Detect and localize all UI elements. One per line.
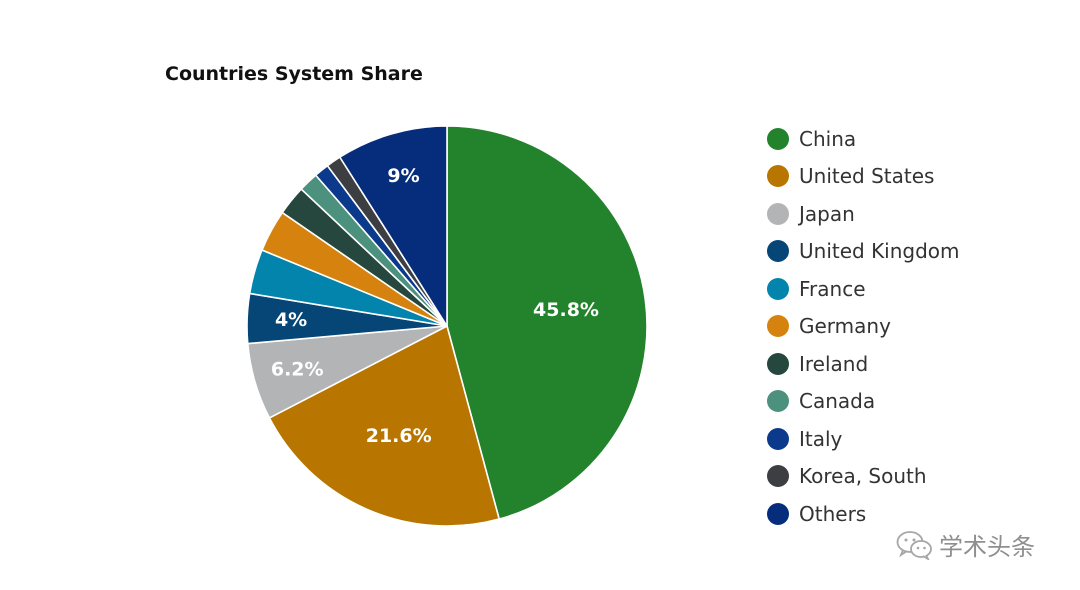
legend-item: China bbox=[767, 120, 1007, 158]
legend-item: Germany bbox=[767, 308, 1007, 346]
pie-label-others: 9% bbox=[387, 165, 419, 187]
watermark: 学术头条 bbox=[895, 527, 1035, 562]
legend-label: United Kingdom bbox=[799, 239, 960, 264]
legend-label: Germany bbox=[799, 314, 891, 339]
legend-label: Ireland bbox=[799, 351, 869, 376]
legend-item: United Kingdom bbox=[767, 233, 1007, 271]
legend-item: France bbox=[767, 270, 1007, 308]
legend-label: Canada bbox=[799, 389, 876, 414]
legend-label: France bbox=[799, 276, 866, 301]
pie-label-china: 45.8% bbox=[533, 299, 599, 321]
legend-swatch bbox=[767, 277, 789, 300]
legend-swatch bbox=[767, 202, 789, 225]
legend-item: Others bbox=[767, 495, 1007, 533]
pie-slice-china bbox=[446, 125, 648, 520]
legend-swatch bbox=[767, 240, 789, 263]
legend-label: Korea, South bbox=[799, 464, 927, 489]
legend-label: United States bbox=[799, 164, 935, 189]
legend-item: Canada bbox=[767, 383, 1007, 421]
legend-swatch bbox=[767, 165, 789, 188]
legend-label: Japan bbox=[799, 201, 855, 226]
pie-label-united-kingdom: 4% bbox=[275, 309, 307, 331]
pie-slice-united-states bbox=[268, 325, 500, 527]
pie-slice-others bbox=[339, 125, 448, 327]
legend-swatch bbox=[767, 352, 789, 375]
legend-item: Italy bbox=[767, 420, 1007, 458]
legend-label: China bbox=[799, 126, 857, 151]
legend-swatch bbox=[767, 315, 789, 338]
legend-item: Japan bbox=[767, 195, 1007, 233]
pie-label-japan: 6.2% bbox=[271, 359, 324, 381]
wechat-icon bbox=[896, 530, 932, 560]
legend-swatch bbox=[767, 465, 789, 488]
legend-swatch bbox=[767, 127, 789, 150]
legend-label: Italy bbox=[799, 426, 843, 451]
legend-item: Korea, South bbox=[767, 458, 1007, 496]
legend-swatch bbox=[767, 502, 789, 525]
watermark-text: 学术头条 bbox=[939, 533, 1035, 561]
chart-title: Countries System Share bbox=[165, 63, 423, 85]
legend-label: Others bbox=[799, 501, 867, 526]
pie-label-united-states: 21.6% bbox=[366, 425, 432, 447]
legend: China United States Japan United Kingdom Fra… bbox=[767, 120, 1007, 533]
legend-item: Ireland bbox=[767, 345, 1007, 383]
legend-item: United States bbox=[767, 158, 1007, 196]
legend-swatch bbox=[767, 427, 789, 450]
legend-swatch bbox=[767, 390, 789, 413]
